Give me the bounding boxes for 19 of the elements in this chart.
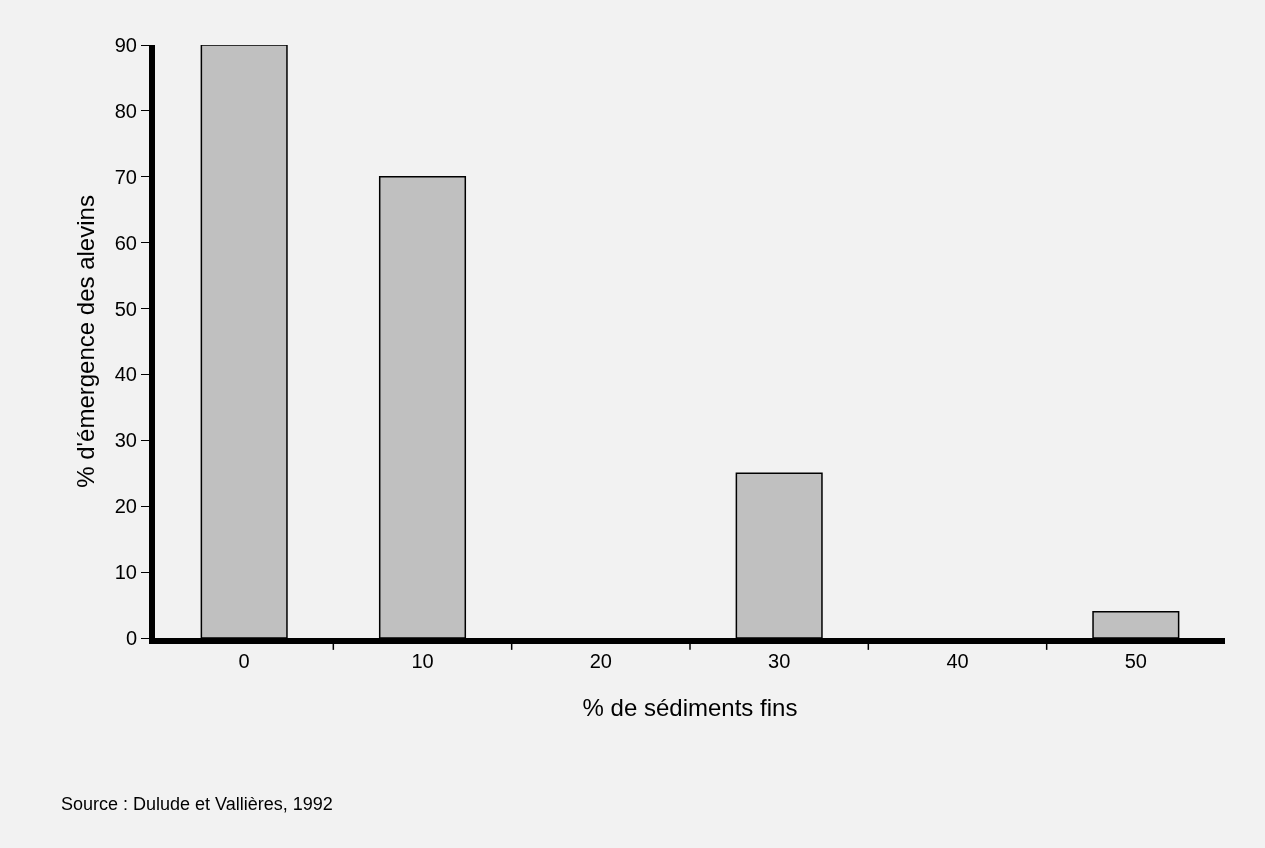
y-tick-label: 40 [114, 363, 137, 386]
y-tick-label: 30 [114, 429, 137, 452]
x-tick-label: 30 [768, 650, 791, 672]
y-axis-title: % d'émergence des alevins [72, 195, 100, 488]
y-tick-label: 70 [114, 165, 137, 188]
x-tick-label: 50 [1124, 650, 1147, 672]
y-tick-label: 60 [114, 231, 137, 254]
x-tick-label: 0 [238, 650, 250, 672]
x-tick-label: 10 [411, 650, 434, 672]
y-tick-label: 10 [114, 561, 137, 584]
source-note: Source : Dulude et Vallières, 1992 [61, 794, 333, 814]
y-tick-label: 80 [114, 99, 137, 122]
y-tick-label: 20 [114, 495, 137, 518]
x-tick-label: 40 [946, 650, 969, 672]
y-tick-label: 50 [114, 297, 137, 320]
x-axis-title: % de sédiments fins [582, 693, 798, 721]
x-tick-label: 20 [589, 650, 612, 672]
y-tick-label: 0 [125, 627, 137, 649]
y-tick-label: 90 [114, 34, 137, 56]
